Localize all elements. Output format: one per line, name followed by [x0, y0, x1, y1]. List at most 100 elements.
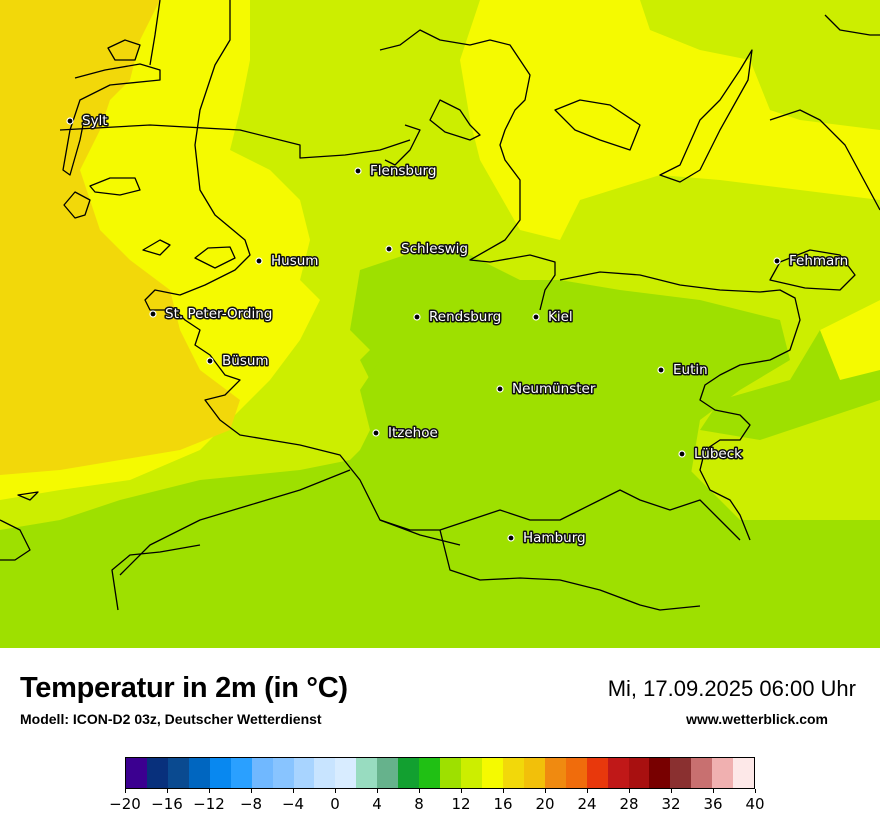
city-label: Flensburg: [370, 163, 436, 179]
color-legend: [125, 757, 755, 789]
legend-tick-label: −12: [193, 795, 225, 813]
legend-tick-label: 8: [414, 795, 424, 813]
city-dot: [385, 245, 393, 253]
coastlines: [0, 0, 880, 611]
legend-tick-label: −4: [281, 795, 305, 813]
city-label: Lübeck: [694, 446, 742, 462]
city-label: Fehmarn: [789, 253, 848, 269]
legend-swatch: [523, 758, 545, 788]
legend-swatch: [481, 758, 503, 788]
legend-swatch: [419, 758, 441, 788]
temperature-field-16: [0, 0, 880, 500]
city-dot: [149, 310, 157, 318]
legend-swatch: [314, 758, 336, 788]
legend-swatch: [649, 758, 671, 788]
map-footer: Temperatur in 2m (in °C) Modell: ICON-D2…: [0, 648, 880, 830]
legend-ticks: −20 −16 −12 −8 −4 0 4 8 12 16 20 24 28 32 36 40: [0, 793, 880, 815]
legend-tickmark: [545, 789, 546, 793]
temperature-map: Sylt Flensburg Schleswig Husum Fehmarn Rendsb…: [0, 0, 880, 648]
city-dot: [206, 357, 214, 365]
legend-swatch: [440, 758, 461, 788]
city-label: Sylt: [82, 113, 108, 129]
legend-swatch: [670, 758, 692, 788]
legend-swatch: [691, 758, 713, 788]
legend-swatch: [377, 758, 399, 788]
city-label: St. Peter-Ording: [165, 306, 272, 322]
legend-swatch: [335, 758, 357, 788]
city-dot: [678, 450, 686, 458]
website-link[interactable]: www.wetterblick.com: [686, 711, 828, 727]
legend-tickmarks: [0, 789, 880, 793]
legend-swatch: [586, 758, 608, 788]
map-title: Temperatur in 2m (in °C): [20, 672, 348, 704]
city-markers: Sylt Flensburg Schleswig Husum Fehmarn Rendsb…: [66, 112, 850, 548]
legend-swatch: [461, 758, 482, 788]
legend-tickmark: [167, 789, 168, 793]
legend-tick-label: 36: [703, 795, 723, 813]
legend-tickmark: [209, 789, 210, 793]
legend-tick-label: 20: [535, 795, 555, 813]
legend-tickmark: [419, 789, 420, 793]
legend-tick-label: −8: [239, 795, 263, 813]
city-dot: [773, 257, 781, 265]
legend-tick-label: 16: [493, 795, 513, 813]
legend-tickmark: [629, 789, 630, 793]
legend-tickmark: [377, 789, 378, 793]
legend-swatch: [251, 758, 273, 788]
legend-swatch: [356, 758, 378, 788]
legend-tick-label: 4: [372, 795, 382, 813]
legend-tick-label: 12: [451, 795, 471, 813]
legend-swatch: [126, 758, 147, 788]
legend-swatch: [209, 758, 231, 788]
city-label: Rendsburg: [429, 309, 501, 325]
legend-swatch: [146, 758, 168, 788]
legend-swatch: [272, 758, 294, 788]
legend-swatch: [230, 758, 252, 788]
legend-swatch: [628, 758, 650, 788]
legend-tickmark: [461, 789, 462, 793]
city-label: Husum: [271, 253, 318, 269]
city-dot: [255, 257, 263, 265]
city-dot: [507, 534, 515, 542]
legend-tickmark: [335, 789, 336, 793]
city-label: Schleswig: [401, 241, 468, 257]
city-label: Hamburg: [523, 530, 586, 546]
legend-swatch: [733, 758, 755, 788]
legend-swatch: [565, 758, 587, 788]
temperature-field-18: [0, 0, 240, 475]
legend-swatch: [167, 758, 189, 788]
city-dot: [413, 313, 421, 321]
legend-tickmark: [125, 789, 126, 793]
legend-swatch: [398, 758, 420, 788]
legend-swatch: [544, 758, 566, 788]
city-label: Itzehoe: [388, 425, 438, 441]
legend-tick-label: 0: [330, 795, 340, 813]
legend-tickmark: [713, 789, 714, 793]
city-dot: [66, 117, 74, 125]
city-label: Eutin: [673, 362, 708, 378]
legend-tickmark: [503, 789, 504, 793]
city-dot: [372, 429, 380, 437]
city-dot: [532, 313, 540, 321]
city-dot: [496, 385, 504, 393]
legend-tickmark: [671, 789, 672, 793]
legend-tick-label: 28: [619, 795, 639, 813]
legend-tick-label: 24: [577, 795, 597, 813]
legend-tick-label: −20: [109, 795, 141, 813]
city-label: Büsum: [222, 353, 269, 369]
legend-tickmark: [755, 789, 756, 793]
model-source: Modell: ICON-D2 03z, Deutscher Wetterdie…: [20, 711, 322, 727]
city-label: Kiel: [548, 309, 573, 325]
city-label: Neumünster: [512, 381, 596, 397]
legend-tickmark: [293, 789, 294, 793]
legend-tickmark: [251, 789, 252, 793]
legend-swatch: [293, 758, 315, 788]
legend-tickmark: [587, 789, 588, 793]
forecast-datetime: Mi, 17.09.2025 06:00 Uhr: [607, 676, 856, 701]
legend-tick-label: 40: [745, 795, 765, 813]
legend-swatch: [188, 758, 210, 788]
legend-swatch: [502, 758, 524, 788]
city-dot: [657, 366, 665, 374]
legend-tick-label: −16: [151, 795, 183, 813]
city-dot: [354, 167, 362, 175]
